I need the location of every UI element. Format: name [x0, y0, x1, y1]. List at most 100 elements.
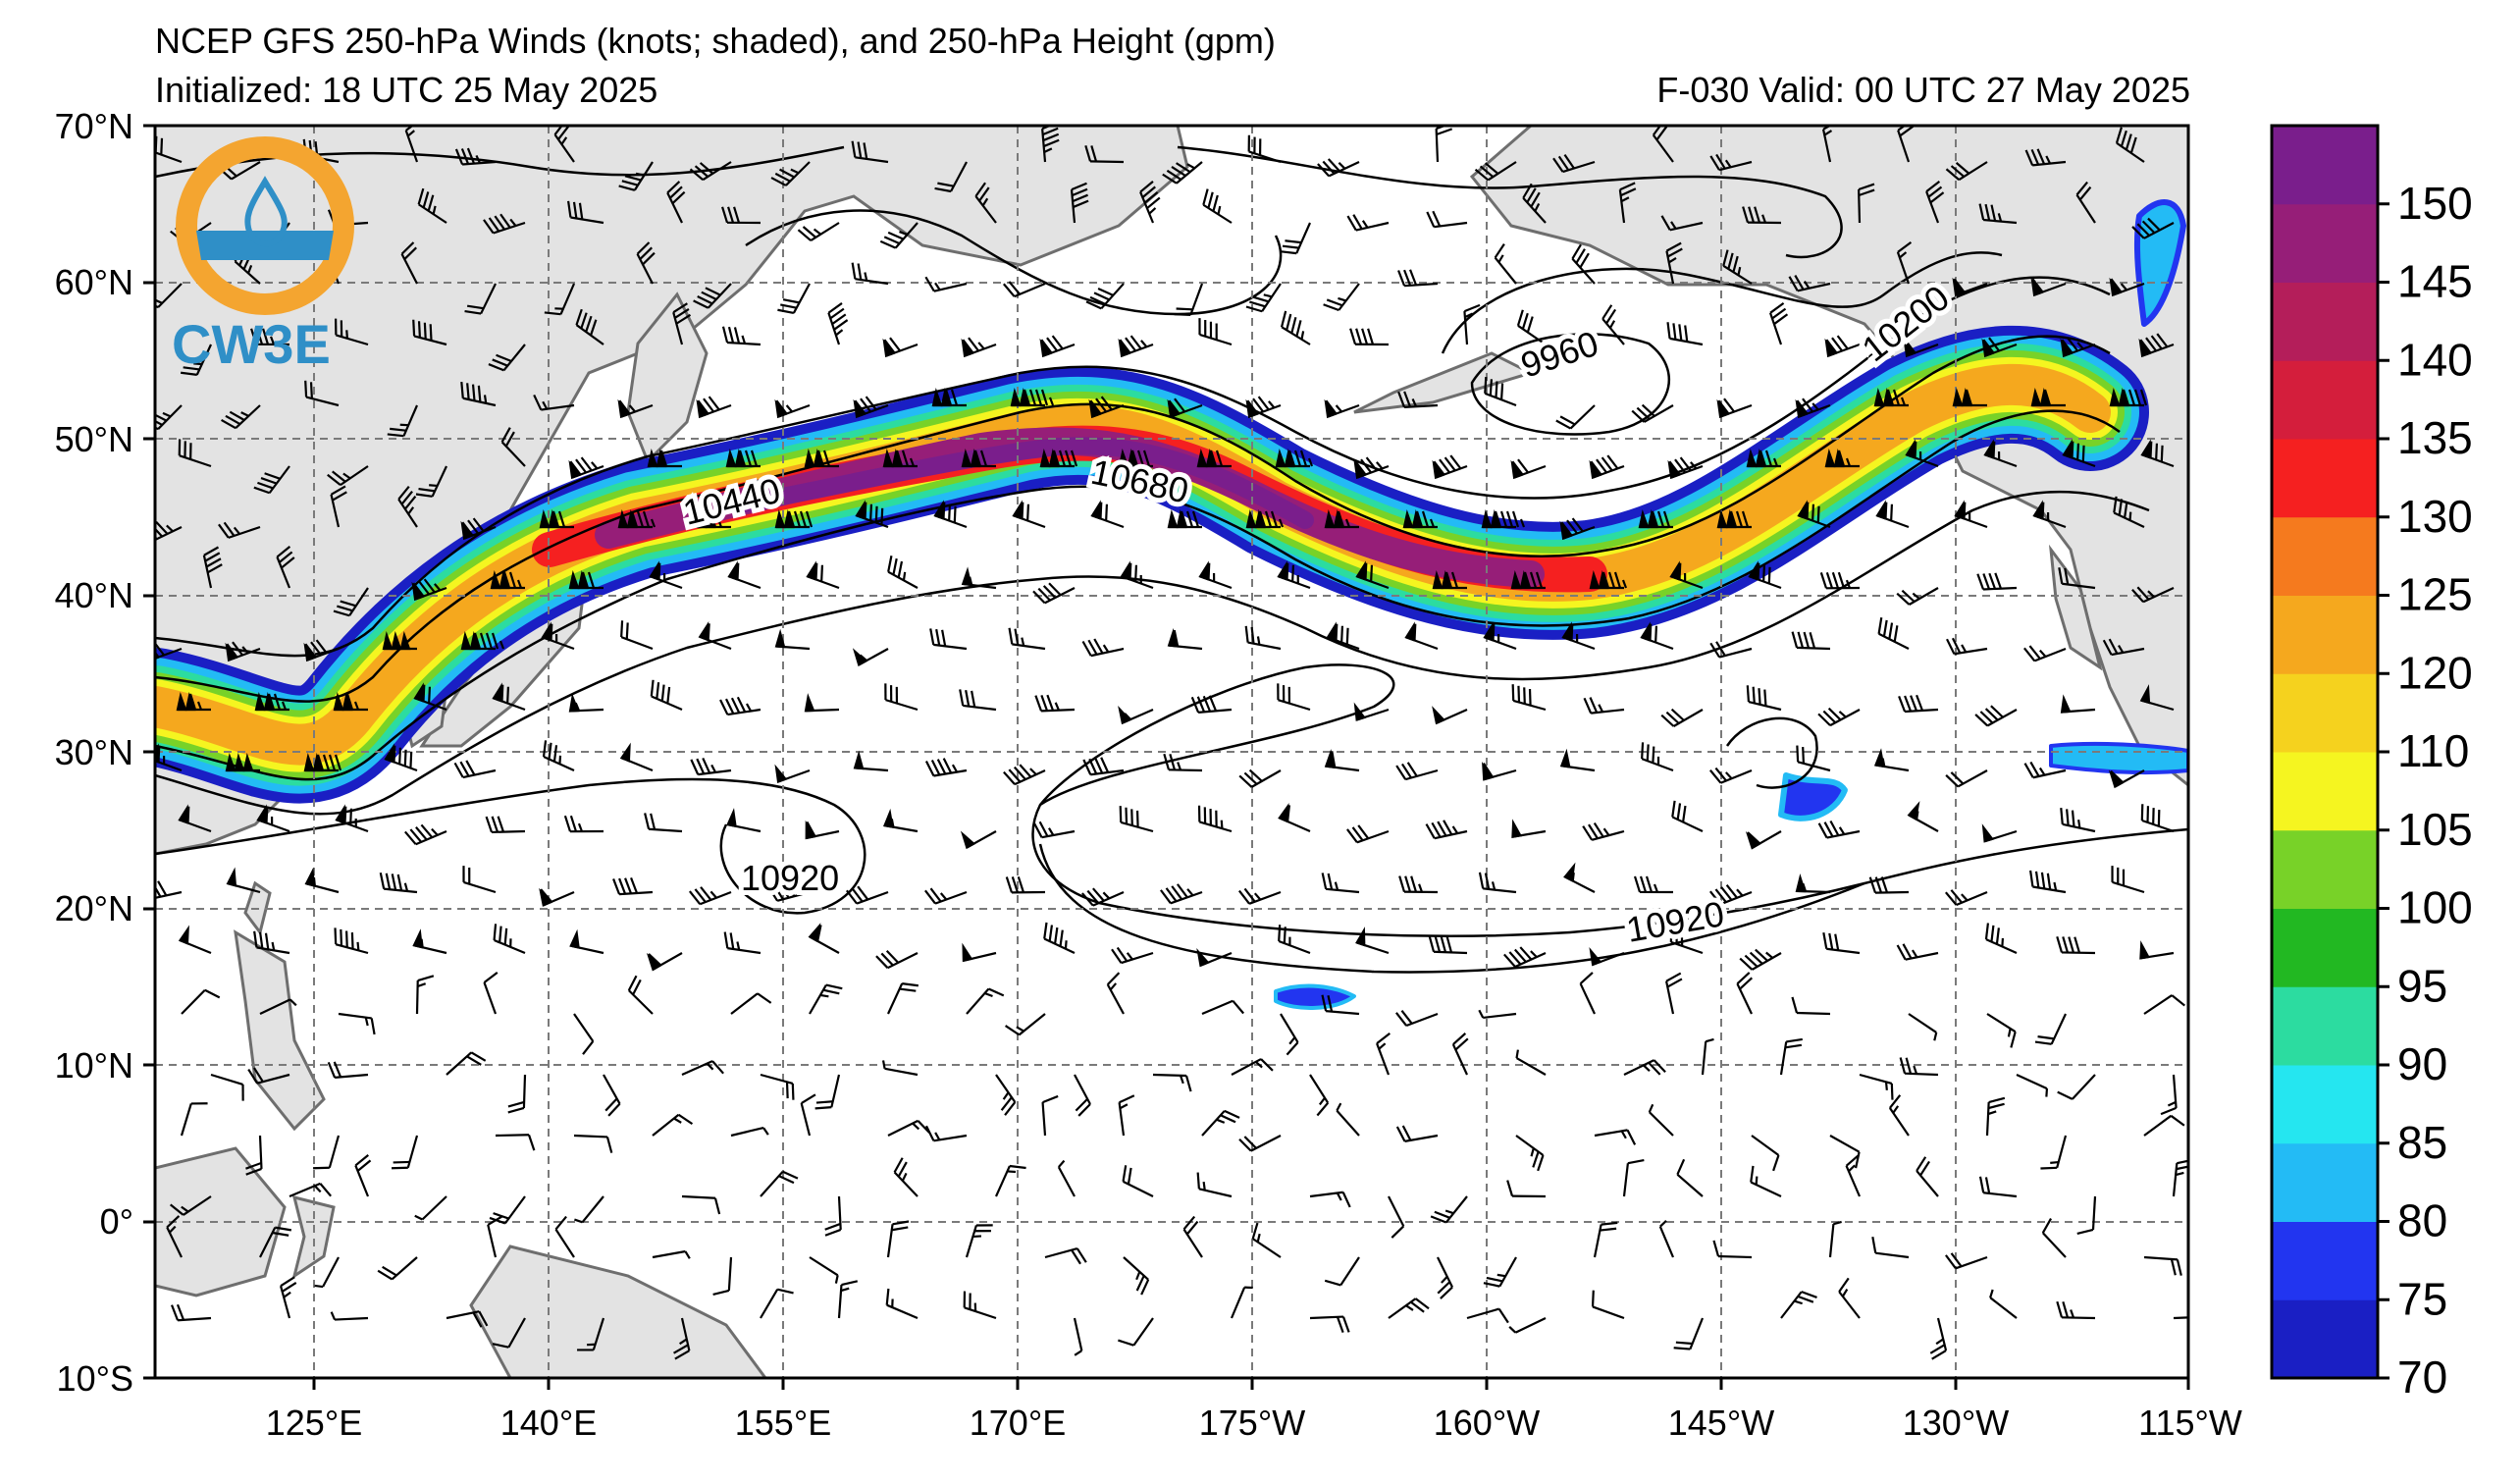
wind-barb	[1152, 1073, 1192, 1092]
wind-barb	[533, 394, 575, 411]
wind-barb	[567, 200, 604, 225]
wind-barb	[1633, 875, 1674, 894]
wind-barb	[1669, 560, 1704, 590]
wind-barb	[1712, 1240, 1753, 1259]
wind-barb	[338, 1012, 376, 1035]
wind-barb	[1768, 302, 1789, 345]
wind-barb	[2024, 148, 2067, 167]
wind-barb	[1780, 1291, 1817, 1319]
wind-barb	[1043, 922, 1076, 954]
wind-barb	[542, 740, 575, 772]
map-content: 10440 10680 9960 10200 10920 10920 CW3E	[155, 126, 2188, 1378]
wind-barb	[652, 1249, 691, 1259]
wind-barb	[851, 140, 889, 164]
wind-barb	[1858, 183, 1875, 224]
wind-barb	[1667, 456, 1704, 480]
wind-barb	[1355, 560, 1390, 590]
wind-barb	[1123, 1256, 1150, 1296]
lon-label: 145°W	[1668, 1403, 1774, 1443]
wind-barb	[2172, 1158, 2188, 1197]
colorbar-label: 125	[2397, 569, 2473, 620]
wind-barb	[2060, 694, 2096, 714]
wind-barb	[1701, 1037, 1714, 1076]
wind-barb	[493, 924, 526, 955]
wind-barb	[2058, 567, 2096, 590]
contour-10680	[155, 409, 2121, 781]
wind-barb	[777, 283, 811, 315]
wind-barb	[1978, 1176, 2018, 1198]
lon-label: 160°W	[1434, 1403, 1540, 1443]
wind-barb	[1162, 161, 1203, 185]
wind-barb	[1508, 1317, 1547, 1334]
wind-barb	[1652, 126, 1674, 163]
colorbar-label: 100	[2397, 882, 2473, 933]
wind-barb	[1008, 627, 1046, 651]
wind-barb	[1622, 1159, 1645, 1197]
wind-barb	[2034, 1013, 2067, 1045]
colorbar-bin	[2272, 1221, 2378, 1300]
wind-barb	[696, 508, 731, 529]
wind-barb	[1321, 994, 1360, 1016]
wind-barb	[962, 942, 997, 963]
wind-barb	[1280, 1013, 1299, 1056]
wind-barb	[1202, 188, 1233, 224]
wind-barb	[1160, 883, 1203, 905]
wind-barb	[1349, 328, 1390, 346]
wind-barb	[1824, 335, 1861, 358]
wind-barb	[2060, 337, 2096, 358]
wind-barb	[397, 485, 418, 528]
lon-ticks	[312, 1378, 2190, 1390]
wind-barb	[617, 398, 654, 419]
wind-barb	[333, 691, 368, 712]
wind-barb	[414, 1195, 447, 1221]
wind-barb	[672, 302, 692, 345]
wind-barb	[1167, 627, 1203, 651]
wind-barb	[1034, 694, 1076, 713]
wind-barb	[1247, 134, 1282, 164]
wind-barb	[1167, 397, 1203, 419]
wind-barb	[490, 569, 525, 590]
wind-barb	[1278, 925, 1311, 955]
wind-barb	[483, 213, 526, 235]
wind-barb	[573, 1013, 595, 1055]
wind-barb	[276, 545, 295, 589]
wind-barb	[1903, 338, 1939, 358]
wind-barb	[1859, 1073, 1894, 1100]
wind-barb	[994, 1164, 1026, 1197]
wind-barb	[1873, 748, 1910, 772]
wind-barb	[2143, 1114, 2185, 1137]
wind-barb	[1230, 1286, 1253, 1319]
wind-barb	[1660, 215, 1704, 232]
wind-barb	[1952, 277, 1988, 297]
wind-barb	[1481, 508, 1526, 529]
wind-barb	[1039, 335, 1076, 358]
wind-barb	[1671, 800, 1704, 832]
wind-barb	[1238, 1135, 1282, 1152]
wind-barb	[202, 546, 223, 589]
wind-barb	[647, 448, 682, 468]
wind-barb	[1896, 241, 1913, 285]
wind-barb	[210, 1073, 244, 1101]
colorbar-label: 85	[2397, 1117, 2447, 1168]
wind-barb	[417, 187, 447, 224]
wind-barb	[1238, 768, 1282, 788]
wind-barb	[1751, 1135, 1780, 1172]
jet-shading	[155, 199, 2188, 1010]
logo-ring	[176, 136, 354, 315]
lon-label: 125°E	[266, 1403, 362, 1443]
wind-barb	[1395, 1125, 1439, 1142]
wind-barb	[392, 1135, 419, 1170]
wind-barb	[1708, 883, 1753, 906]
wind-barb	[327, 1061, 369, 1079]
wind-barb	[1039, 448, 1078, 468]
wind-barb	[1981, 337, 2018, 358]
wind-barb	[1309, 1315, 1350, 1333]
colorbar: 70 75 80 85 90 95 100 105 110 120 125 130 135 140 145 1…	[2270, 124, 2473, 1403]
colorbar-bin	[2272, 1142, 2378, 1222]
wind-barb	[1163, 753, 1203, 772]
wind-barb	[961, 448, 996, 468]
wind-barb	[1623, 1059, 1666, 1076]
wind-barb	[805, 820, 840, 840]
wind-barb	[413, 682, 447, 712]
